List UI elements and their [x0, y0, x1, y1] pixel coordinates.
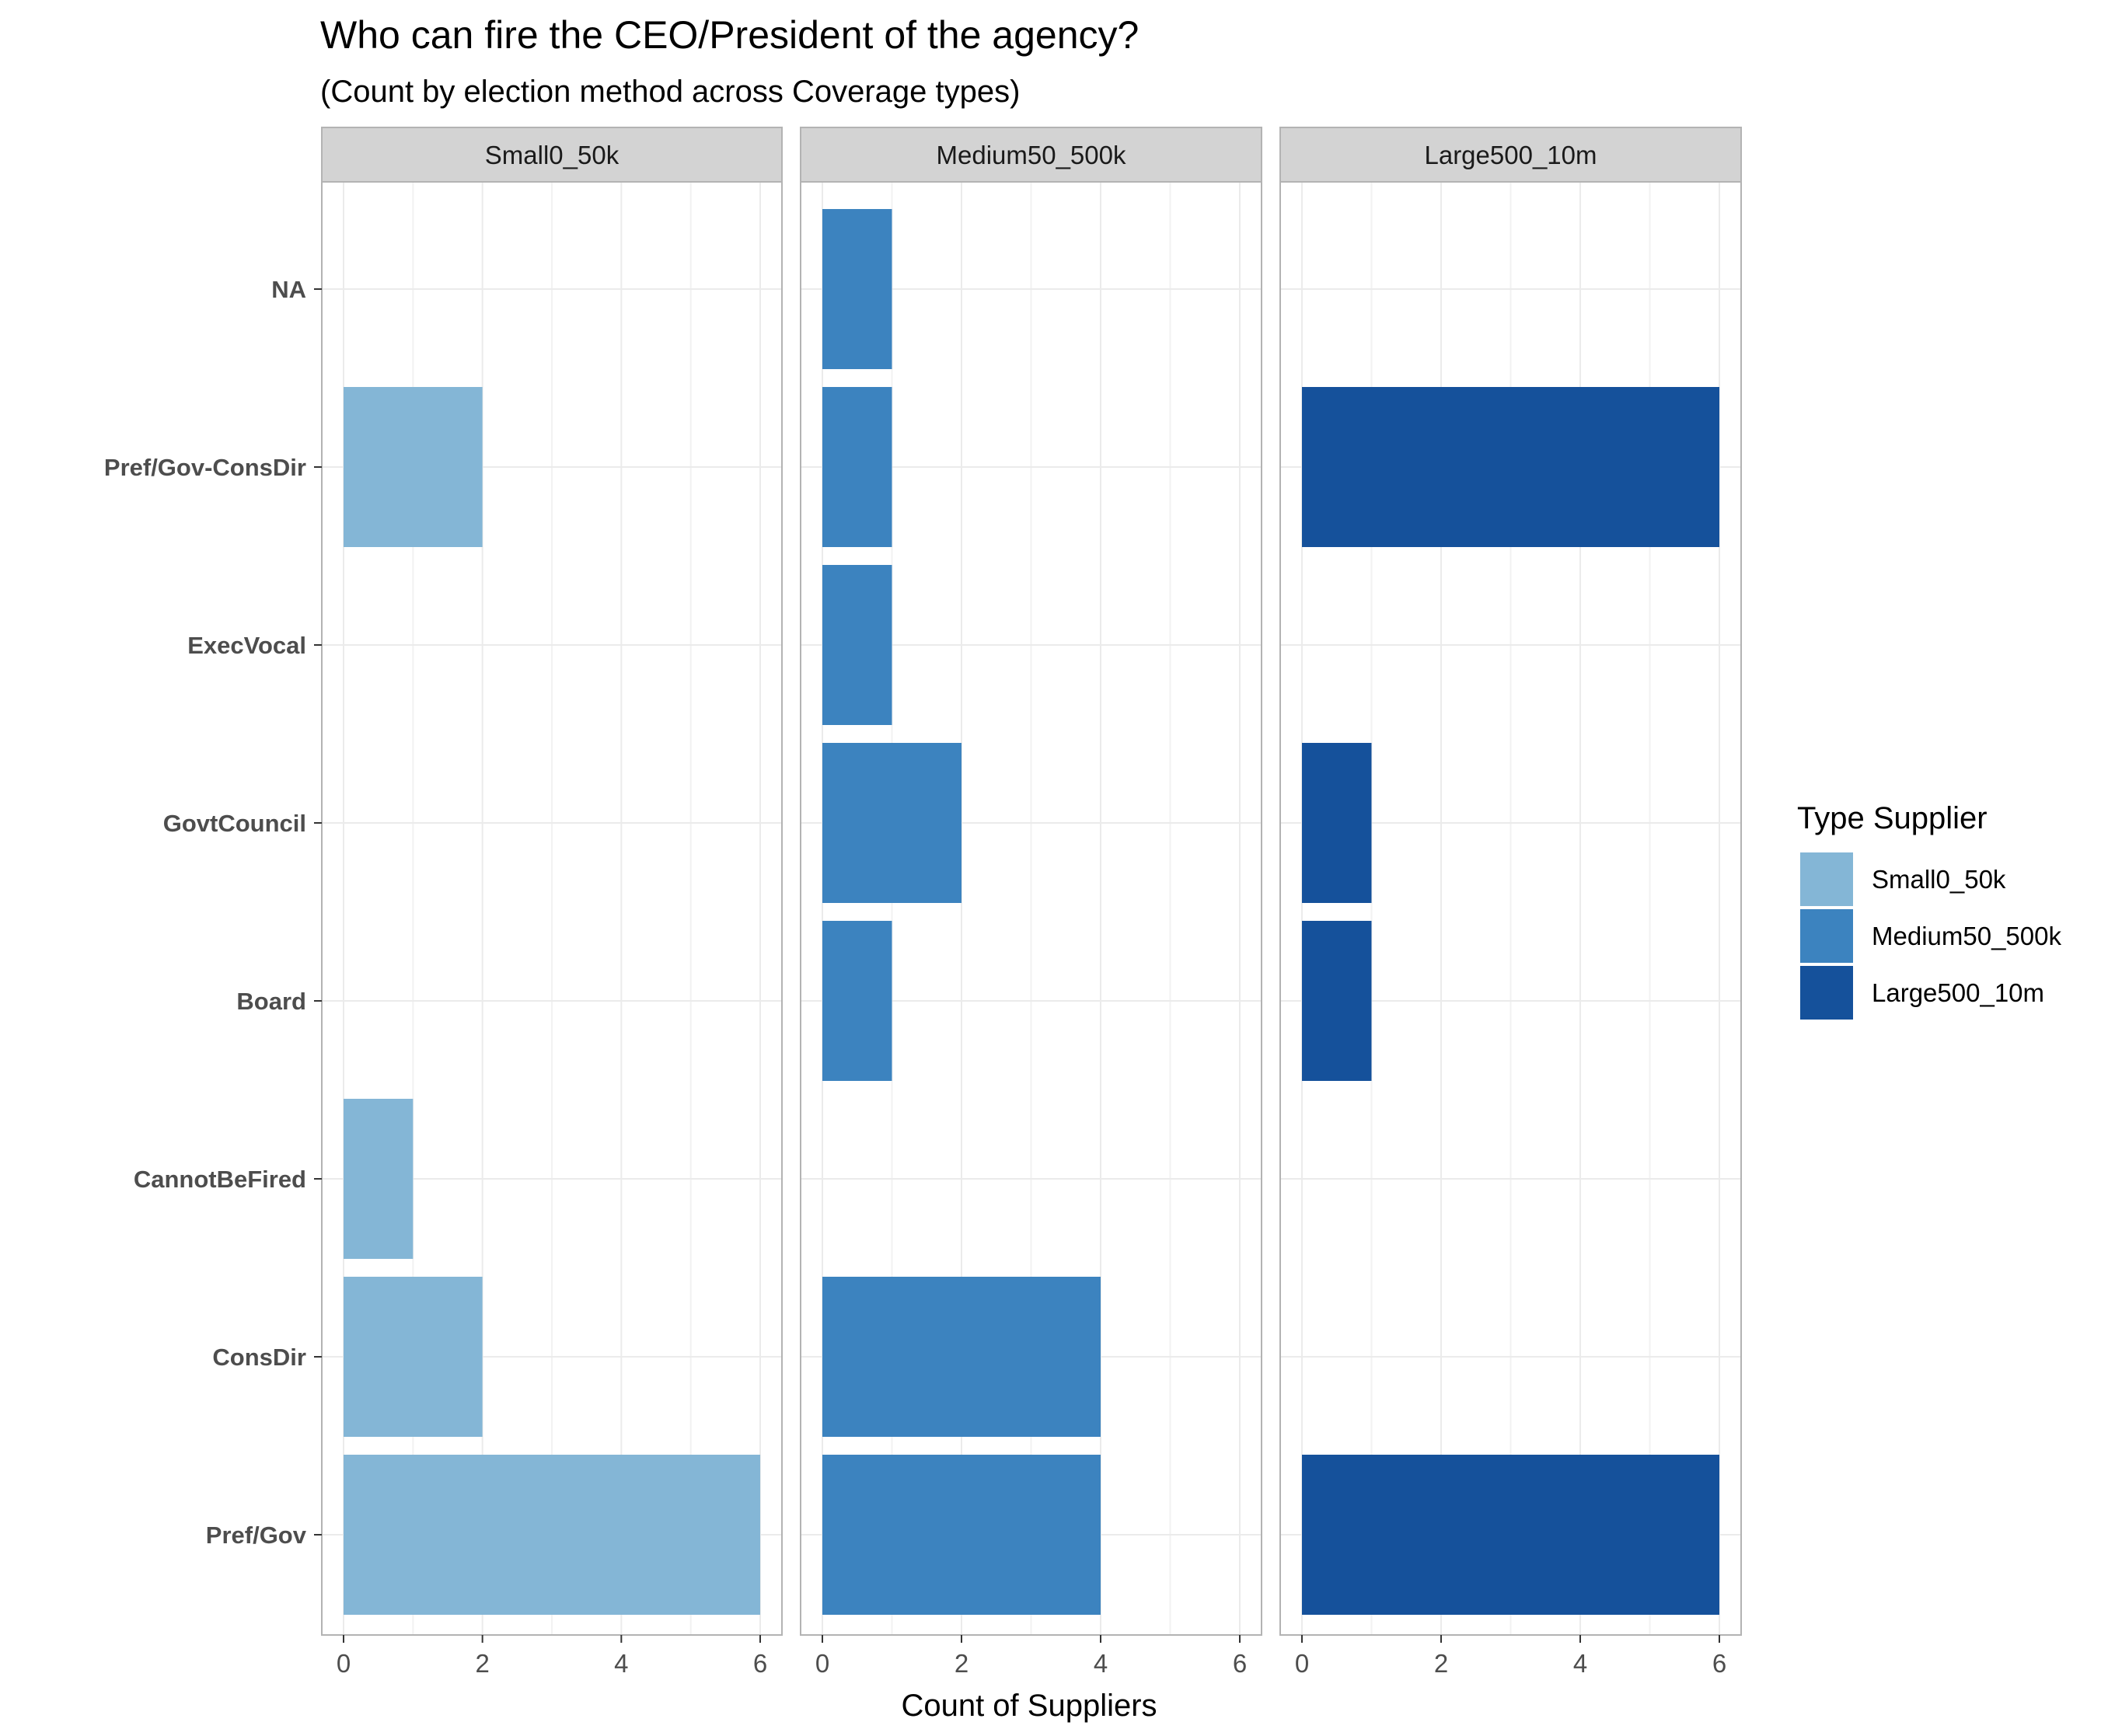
facet-medium50-500k: Medium50_500k 0 2 4 6 [800, 127, 1262, 1678]
bar-medium50-500k-na [822, 209, 892, 369]
bar-medium50-500k-pref-gov [822, 1455, 1101, 1615]
x-axis-label: Count of Suppliers [901, 1689, 1157, 1723]
legend-label-small0-50k: Small0_50k [1872, 865, 2006, 894]
bar-large500-10m-pref-gov [1302, 1455, 1719, 1615]
y-tick-label: Pref/Gov [206, 1522, 307, 1549]
x-tick-label: 4 [1094, 1649, 1108, 1678]
x-tick-label: 4 [614, 1649, 628, 1678]
y-tick-label: CannotBeFired [134, 1166, 306, 1193]
facet-small0-50k: Small0_50k 0 2 4 6 [321, 127, 783, 1678]
y-axis: NA Pref/Gov-ConsDir ExecVocal GovtCouncil Bo… [104, 276, 322, 1549]
bar-small0-50k-pref-gov-consdir [344, 387, 483, 547]
legend-title: Type Supplier [1797, 801, 1988, 835]
legend-label-medium50-500k: Medium50_500k [1872, 922, 2061, 950]
bar-medium50-500k-execvocal [822, 565, 892, 725]
facet-large500-10m: Large500_10m 0 2 4 6 [1279, 127, 1742, 1678]
bar-medium50-500k-pref-gov-consdir [822, 387, 892, 547]
x-tick-label: 4 [1573, 1649, 1587, 1678]
y-tick-label: Pref/Gov-ConsDir [104, 454, 306, 481]
y-tick-label: ExecVocal [187, 632, 306, 659]
bar-large500-10m-govtcouncil [1302, 743, 1372, 903]
x-tick-label: 2 [475, 1649, 489, 1678]
chart-title: Who can fire the CEO/President of the ag… [320, 13, 1139, 57]
x-tick-label: 0 [815, 1649, 829, 1678]
bar-small0-50k-cannotbefired [344, 1099, 414, 1259]
x-tick-label: 0 [1295, 1649, 1309, 1678]
chart-subtitle: (Count by election method across Coverag… [320, 75, 1020, 109]
bar-small0-50k-pref-gov [344, 1455, 760, 1615]
y-tick-label: GovtCouncil [163, 810, 306, 837]
legend-swatch-small0-50k [1800, 852, 1853, 906]
x-tick-label: 6 [1233, 1649, 1247, 1678]
y-tick-label: ConsDir [212, 1344, 306, 1371]
legend-swatch-large500-10m [1800, 966, 1853, 1020]
facet-strip-label: Medium50_500k [937, 141, 1126, 169]
facet-strip [321, 127, 783, 183]
y-tick-label: NA [271, 276, 306, 303]
legend-items: Small0_50k Medium50_500k Large500_10m [1800, 852, 2061, 1020]
bar-medium50-500k-consdir [822, 1277, 1101, 1437]
x-tick-label: 6 [753, 1649, 767, 1678]
bar-large500-10m-pref-gov-consdir [1302, 387, 1719, 547]
y-tick-label: Board [236, 988, 306, 1015]
facet-strip [1279, 127, 1742, 183]
facet-strip [800, 127, 1262, 183]
bar-medium50-500k-govtcouncil [822, 743, 962, 903]
x-tick-label: 2 [955, 1649, 968, 1678]
legend: Type Supplier Small0_50k Medium50_500k Lar… [1797, 801, 2061, 1020]
legend-swatch-medium50-500k [1800, 909, 1853, 963]
bar-medium50-500k-board [822, 921, 892, 1081]
x-tick-label: 6 [1712, 1649, 1726, 1678]
facet-strip-label: Large500_10m [1424, 141, 1597, 169]
bar-large500-10m-board [1302, 921, 1372, 1081]
bar-small0-50k-consdir [344, 1277, 483, 1437]
facet-strip-label: Small0_50k [485, 141, 619, 169]
x-tick-label: 2 [1434, 1649, 1448, 1678]
x-tick-label: 0 [337, 1649, 351, 1678]
legend-label-large500-10m: Large500_10m [1872, 978, 2044, 1007]
